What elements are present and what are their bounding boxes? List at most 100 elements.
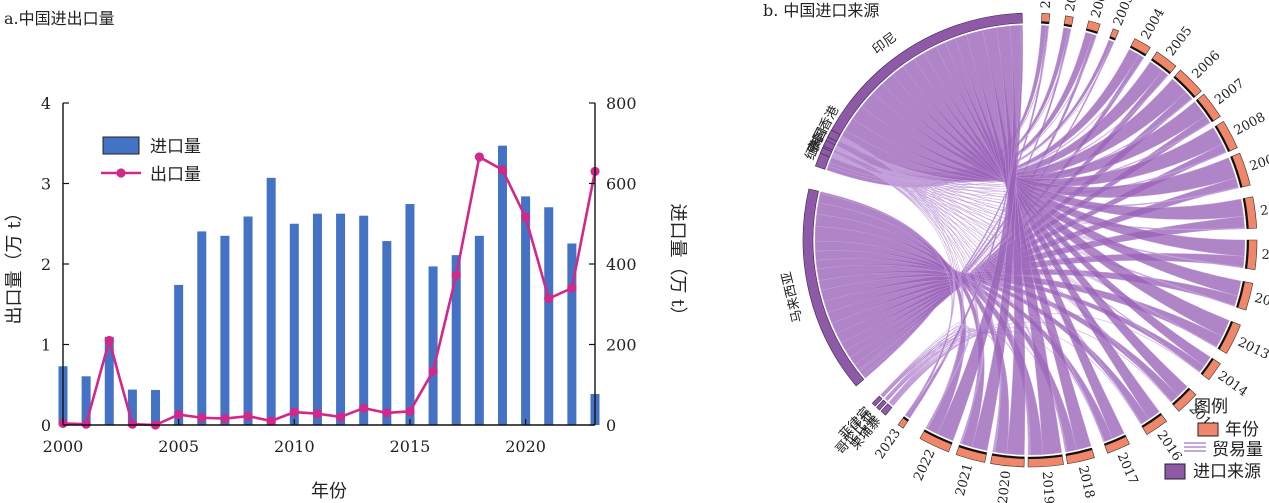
- import-bar: [497, 145, 507, 426]
- source-label: 马来西亚: [779, 270, 806, 324]
- chord-ribbon: [831, 98, 1193, 188]
- export-point: [174, 409, 184, 420]
- export-point: [81, 419, 91, 429]
- y-left-tick-label: 2: [41, 255, 51, 274]
- year-arc: 2021: [953, 444, 988, 498]
- chord-ribbon: [835, 147, 1217, 348]
- export-point: [220, 413, 230, 424]
- chord-ribbon: [834, 149, 1227, 196]
- year-label: 2005: [1164, 24, 1196, 59]
- year-label: 2007: [1212, 76, 1248, 108]
- y-left-tick-label: 4: [41, 94, 51, 113]
- import-bar: [104, 336, 114, 425]
- legend-export-swatch-dot: [116, 168, 126, 178]
- year-arc-edge: [1104, 435, 1126, 446]
- export-point: [382, 408, 392, 418]
- year-arc-edge: [1217, 321, 1234, 350]
- export-point: [359, 403, 369, 413]
- year-label: 2009: [1248, 150, 1269, 175]
- year-arc: 2020: [990, 453, 1025, 503]
- chord-ribbon: [834, 121, 1211, 190]
- panel-a-title: a.中国进出口量: [4, 9, 115, 28]
- year-arc-edge: [1215, 125, 1231, 152]
- export-point: [544, 294, 554, 304]
- year-arc-edge: [1172, 387, 1191, 406]
- year-arc-edge: [1065, 448, 1093, 456]
- export-point: [312, 409, 323, 419]
- year-arc-edge: [1196, 99, 1214, 122]
- import-bar: [312, 213, 322, 425]
- year-label: 2010: [1259, 200, 1269, 219]
- chord-ribbon: [891, 330, 1105, 443]
- year-arc-edge: [1041, 21, 1050, 24]
- panel-b-title: b. 中国进口来源: [763, 1, 879, 20]
- chord-ribbon: [831, 122, 1211, 192]
- year-arc-edge: [1130, 45, 1147, 56]
- x-tick-label: 2005: [158, 437, 199, 456]
- year-label: 2003: [1111, 0, 1137, 28]
- chord-ribbon: [831, 151, 1227, 198]
- legend-import-swatch: [102, 136, 140, 155]
- import-bar: [405, 204, 415, 425]
- x-tick-label: 2000: [43, 437, 84, 456]
- year-arc: 2008: [1214, 110, 1268, 153]
- chord-ribbon: [835, 147, 1173, 402]
- year-arc-edge: [1236, 281, 1245, 308]
- y-axis-left-label: 出口量（万 t）: [4, 204, 25, 325]
- import-bar: [474, 235, 484, 425]
- y-axis-right-label: 进口量（万 t）: [667, 204, 688, 325]
- import-bar: [359, 215, 369, 425]
- source-arc-segment: [802, 188, 865, 387]
- source-arc-segment: [823, 140, 836, 151]
- y-right-tick-label: 800: [606, 94, 637, 113]
- import-bar: [197, 231, 207, 425]
- chord-ribbon: [840, 137, 1172, 403]
- chord-ribbon: [835, 147, 1201, 373]
- year-arc: 2016: [1141, 412, 1184, 464]
- legend-source-label: 进口来源: [1193, 462, 1261, 482]
- year-arc: 2017: [1103, 434, 1140, 487]
- year-arc-edge: [1063, 23, 1072, 27]
- year-label: 2004: [1139, 6, 1168, 42]
- year-label: 2011: [1261, 248, 1269, 265]
- legend-export-label: 出口量: [150, 165, 201, 185]
- y-right-tick-label: 400: [606, 255, 637, 274]
- chord-ribbon: [834, 97, 1193, 186]
- year-arc-edge: [1141, 413, 1162, 428]
- source-arc-segment: [819, 147, 833, 158]
- export-point: [197, 413, 207, 423]
- import-bar: [127, 389, 137, 425]
- import-bar: [567, 243, 577, 425]
- year-arc-edge: [1028, 454, 1063, 459]
- export-point: [497, 165, 508, 175]
- year-label: 2014: [1215, 369, 1251, 400]
- year-arc-edge: [1201, 358, 1214, 375]
- source-arc-segment: [880, 403, 893, 416]
- chord-ribbon: [839, 138, 1235, 307]
- chord-ribbon: [831, 155, 1245, 230]
- export-point: [474, 152, 484, 162]
- year-label: 2001: [1063, 0, 1084, 13]
- x-tick-label: 2015: [390, 437, 431, 456]
- export-point: [428, 366, 438, 376]
- chord-ribbons: [814, 24, 1246, 456]
- year-arc-edge: [1109, 36, 1116, 41]
- year-arc-edge: [1173, 75, 1196, 98]
- x-tick-label: 2020: [505, 437, 546, 456]
- import-bar: [289, 223, 299, 425]
- year-label: 2021: [953, 462, 976, 498]
- legend-trade-label: 贸易量: [1212, 440, 1263, 460]
- year-arc: 2011: [1244, 239, 1269, 270]
- year-label: 2013: [1235, 335, 1269, 363]
- year-label: 2002: [1089, 0, 1113, 20]
- chord-ribbon: [885, 330, 1001, 453]
- year-arc: 2014: [1200, 357, 1251, 400]
- chord-ribbon: [832, 155, 1235, 307]
- chord-ribbon: [832, 154, 1217, 348]
- year-arc: 2000: [1039, 0, 1056, 25]
- export-point: [289, 407, 299, 417]
- year-arc-edge: [902, 416, 909, 422]
- year-arc: 2002: [1085, 0, 1113, 34]
